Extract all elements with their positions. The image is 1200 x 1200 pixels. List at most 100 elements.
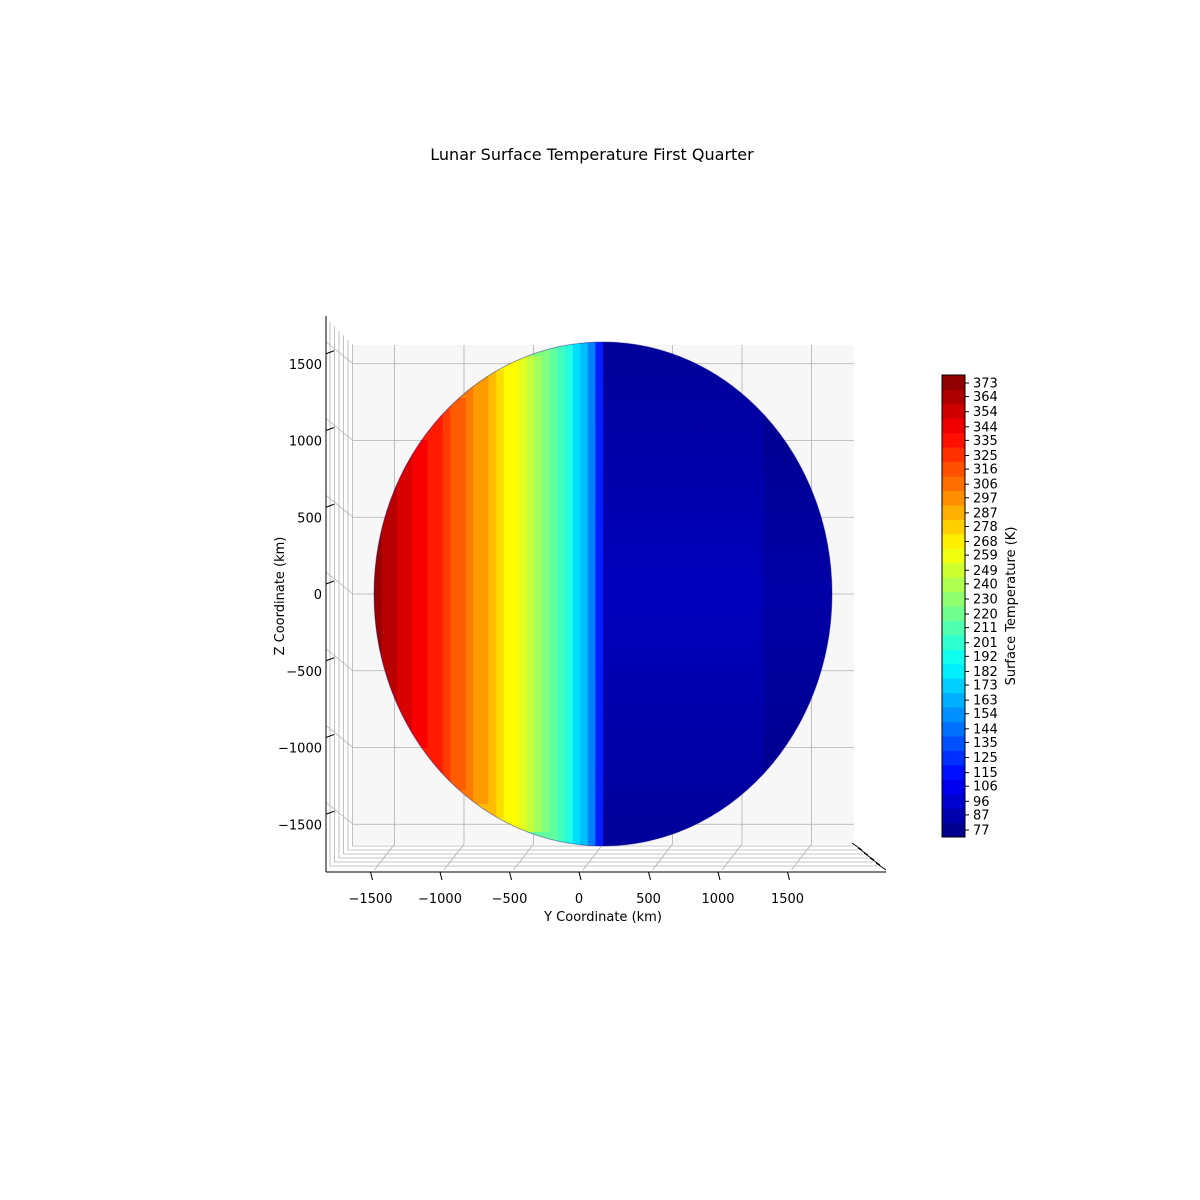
surface-patch xyxy=(496,664,505,679)
surface-patch xyxy=(763,706,772,721)
surface-patch xyxy=(641,426,650,441)
surface-patch xyxy=(465,454,474,469)
surface-patch xyxy=(755,720,764,735)
surface-patch xyxy=(748,622,757,637)
surface-patch xyxy=(549,734,558,749)
surface-patch xyxy=(732,398,741,413)
surface-patch xyxy=(572,790,581,805)
surface-patch xyxy=(595,762,604,777)
surface-patch xyxy=(763,552,772,567)
surface-patch xyxy=(557,580,566,595)
surface-patch xyxy=(572,664,581,679)
depth-tick xyxy=(851,842,863,851)
surface-patch xyxy=(549,692,558,707)
surface-patch xyxy=(496,706,505,721)
surface-patch xyxy=(793,622,803,637)
surface-patch xyxy=(694,426,703,441)
surface-patch xyxy=(564,706,574,721)
surface-patch xyxy=(740,608,749,623)
surface-patch xyxy=(511,818,520,833)
surface-patch xyxy=(610,734,619,749)
surface-patch xyxy=(519,482,528,497)
surface-patch xyxy=(473,790,482,805)
surface-patch xyxy=(511,608,520,623)
surface-patch xyxy=(534,454,543,469)
surface-patch xyxy=(587,608,596,623)
surface-patch xyxy=(526,496,535,511)
surface-patch xyxy=(641,818,650,833)
surface-patch xyxy=(664,538,673,553)
surface-patch xyxy=(679,468,688,483)
surface-patch xyxy=(564,734,574,749)
surface-patch xyxy=(427,566,436,581)
surface-patch xyxy=(587,342,596,357)
surface-patch xyxy=(541,748,551,763)
surface-patch xyxy=(763,762,772,777)
surface-patch xyxy=(656,706,665,721)
surface-patch xyxy=(694,412,703,427)
surface-patch xyxy=(770,734,780,749)
surface-patch xyxy=(763,426,772,441)
surface-patch xyxy=(656,426,665,441)
surface-patch xyxy=(519,818,528,833)
colorbar-segment xyxy=(942,375,965,390)
surface-patch xyxy=(427,482,436,497)
surface-patch xyxy=(641,538,650,553)
surface-patch xyxy=(793,524,803,539)
surface-patch xyxy=(656,566,665,581)
surface-patch xyxy=(725,482,734,497)
surface-patch xyxy=(419,468,429,483)
surface-patch xyxy=(633,748,642,763)
surface-patch xyxy=(671,762,680,777)
surface-patch xyxy=(473,566,482,581)
surface-patch xyxy=(435,650,444,665)
colorbar-segment xyxy=(942,822,965,838)
surface-patch xyxy=(496,552,505,567)
surface-patch xyxy=(496,524,505,539)
surface-patch xyxy=(770,496,780,511)
surface-patch xyxy=(587,692,596,707)
surface-patch xyxy=(625,776,635,791)
surface-patch xyxy=(801,580,810,595)
surface-patch xyxy=(465,468,474,483)
surface-patch xyxy=(618,384,627,399)
surface-patch xyxy=(641,706,650,721)
surface-patch xyxy=(648,664,658,679)
surface-patch xyxy=(488,524,497,539)
surface-patch xyxy=(435,468,444,483)
surface-patch xyxy=(488,454,497,469)
surface-patch xyxy=(511,356,520,371)
surface-patch xyxy=(526,818,535,833)
surface-patch xyxy=(686,566,696,581)
surface-patch xyxy=(824,580,832,595)
surface-patch xyxy=(526,622,535,637)
surface-patch xyxy=(763,622,772,637)
surface-patch xyxy=(564,804,574,819)
surface-patch xyxy=(465,748,474,763)
surface-patch xyxy=(488,804,497,819)
surface-patch xyxy=(717,650,726,665)
surface-patch xyxy=(404,608,413,623)
surface-patch xyxy=(496,370,505,385)
surface-patch xyxy=(419,692,429,707)
surface-patch xyxy=(656,790,665,805)
surface-patch xyxy=(511,720,520,735)
colorbar-tick-label: 173 xyxy=(973,679,998,694)
surface-patch xyxy=(618,734,627,749)
surface-patch xyxy=(709,636,719,651)
surface-patch xyxy=(725,692,734,707)
surface-patch xyxy=(473,776,482,791)
surface-patch xyxy=(603,468,612,483)
surface-patch xyxy=(824,552,832,567)
surface-patch xyxy=(389,496,398,511)
surface-patch xyxy=(603,734,612,749)
surface-patch xyxy=(633,678,642,693)
surface-patch xyxy=(465,538,474,553)
surface-patch xyxy=(740,426,749,441)
surface-patch xyxy=(725,720,734,735)
surface-patch xyxy=(473,482,482,497)
surface-patch xyxy=(671,426,680,441)
surface-patch xyxy=(610,762,619,777)
surface-patch xyxy=(473,734,482,749)
